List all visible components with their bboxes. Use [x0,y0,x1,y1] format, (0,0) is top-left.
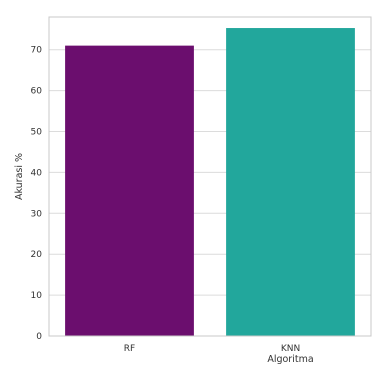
y-tick-label: 30 [31,209,43,219]
y-axis-ticks: 0 10 20 30 40 50 60 70 [31,46,43,342]
y-tick-label: 10 [31,291,43,301]
y-tick-label: 60 [31,87,43,97]
y-tick-label: 50 [31,128,43,138]
x-axis-ticks: RF KNN [124,344,300,354]
plot-frame [48,16,372,337]
x-tick-label: RF [124,344,135,354]
bar-rf [65,45,194,336]
x-tick-label: KNN [281,344,300,354]
y-tick-label: 0 [36,332,42,342]
y-tick-label: 70 [31,46,43,56]
bars [65,28,355,337]
y-tick-label: 40 [31,168,43,178]
y-tick-label: 20 [31,250,43,260]
bar-knn [226,28,355,337]
x-axis-label: Algoritma [267,354,313,365]
y-axis-label: Akurasi % [14,153,25,200]
